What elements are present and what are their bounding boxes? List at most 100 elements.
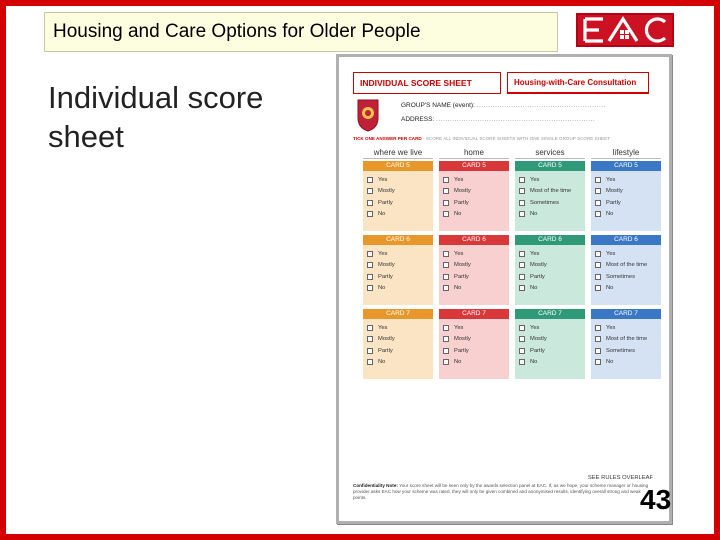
option-label: Mostly <box>530 262 547 269</box>
sheet-title: INDIVIDUAL SCORE SHEET <box>353 72 501 94</box>
card-options: Yes Mostly Partly No <box>439 171 509 231</box>
option-label: Yes <box>378 250 388 257</box>
checkbox-icon <box>519 250 525 257</box>
score-card: CARD 5 Yes Mostly Partly No <box>591 161 661 231</box>
option-label: Yes <box>454 176 464 183</box>
sheet-subtitle: Housing-with-Care Consultation <box>507 72 649 94</box>
card-option: Mostly <box>519 334 581 346</box>
option-label: Sometimes <box>606 347 635 354</box>
checkbox-icon <box>519 199 525 206</box>
card-option: Mostly <box>519 260 581 272</box>
option-label: Partly <box>378 273 393 280</box>
card-label: CARD 6 <box>515 235 585 245</box>
checkbox-icon <box>519 262 525 269</box>
checkbox-icon <box>443 211 449 218</box>
checkbox-icon <box>367 199 373 206</box>
checkbox-icon <box>595 347 601 354</box>
score-card: CARD 6 Yes Most of the time Sometimes No <box>591 235 661 305</box>
confidentiality-note: Confidentiality Note: Your score sheet w… <box>353 483 649 500</box>
option-label: Partly <box>454 199 469 206</box>
eac-logo-icon <box>583 16 667 43</box>
option-label: Mostly <box>378 336 395 343</box>
score-sheet-image: INDIVIDUAL SCORE SHEET Housing-with-Care… <box>336 54 672 524</box>
card-grid: CARD 5 Yes Mostly Partly No CARD 5 Yes Mostly Pa… <box>363 161 663 379</box>
option-label: No <box>378 211 386 218</box>
option-label: No <box>530 359 538 366</box>
card-options: Yes Most of the time Sometimes No <box>515 171 585 231</box>
card-label: CARD 7 <box>363 309 433 319</box>
option-label: Yes <box>606 250 616 257</box>
card-options: Yes Mostly Partly No <box>591 171 661 231</box>
checkbox-icon <box>519 188 525 195</box>
checkbox-icon <box>367 347 373 354</box>
checkbox-icon <box>519 211 525 218</box>
checkbox-icon <box>367 273 373 280</box>
card-label: CARD 7 <box>591 309 661 319</box>
card-option: No <box>595 283 657 295</box>
group-name-line: GROUP'S NAME (event): ..................… <box>401 102 606 109</box>
checkbox-icon <box>367 324 373 331</box>
checkbox-icon <box>595 285 601 292</box>
card-option: Yes <box>443 248 505 260</box>
card-option: No <box>443 209 505 221</box>
score-card: CARD 5 Yes Mostly Partly No <box>439 161 509 231</box>
checkbox-icon <box>367 250 373 257</box>
card-label: CARD 6 <box>363 235 433 245</box>
card-option: Yes <box>519 322 581 334</box>
checkbox-icon <box>595 336 601 343</box>
card-options: Yes Mostly Partly No <box>515 245 585 305</box>
slide-title: Individual score sheet <box>48 80 264 154</box>
option-label: No <box>454 285 462 292</box>
checkbox-icon <box>367 211 373 218</box>
checkbox-icon <box>519 273 525 280</box>
checkbox-icon <box>595 324 601 331</box>
card-option: Mostly <box>443 186 505 198</box>
card-option: Sometimes <box>595 345 657 357</box>
category-row: where we live home services lifestyle <box>363 148 663 159</box>
card-option: Mostly <box>367 186 429 198</box>
option-label: Mostly <box>606 188 623 195</box>
option-label: Mostly <box>378 188 395 195</box>
card-option: Yes <box>443 322 505 334</box>
checkbox-icon <box>443 273 449 280</box>
card-label: CARD 5 <box>591 161 661 171</box>
checkbox-icon <box>595 211 601 218</box>
option-label: Mostly <box>454 188 471 195</box>
option-label: Yes <box>530 324 540 331</box>
card-label: CARD 6 <box>439 235 509 245</box>
card-options: Yes Mostly Partly No <box>439 319 509 379</box>
card-option: No <box>443 283 505 295</box>
option-label: No <box>606 211 614 218</box>
card-options: Yes Most of the time Sometimes No <box>591 319 661 379</box>
card-options: Yes Most of the time Sometimes No <box>591 245 661 305</box>
option-label: Yes <box>454 250 464 257</box>
card-options: Yes Mostly Partly No <box>439 245 509 305</box>
score-card: CARD 7 Yes Mostly Partly No <box>363 309 433 379</box>
option-label: No <box>378 359 386 366</box>
card-option: No <box>519 209 581 221</box>
option-label: No <box>454 211 462 218</box>
category-label: home <box>439 148 509 159</box>
card-option: Mostly <box>443 260 505 272</box>
option-label: Yes <box>530 176 540 183</box>
card-option: Yes <box>595 248 657 260</box>
option-label: No <box>530 211 538 218</box>
option-label: Yes <box>454 324 464 331</box>
score-card: CARD 5 Yes Mostly Partly No <box>363 161 433 231</box>
card-option: Mostly <box>443 334 505 346</box>
option-label: Most of the time <box>530 188 572 195</box>
checkbox-icon <box>595 250 601 257</box>
card-option: Partly <box>519 271 581 283</box>
checkbox-icon <box>595 262 601 269</box>
option-label: Mostly <box>378 262 395 269</box>
card-option: Sometimes <box>595 271 657 283</box>
card-option: No <box>367 283 429 295</box>
checkbox-icon <box>519 176 525 183</box>
checkbox-icon <box>595 199 601 206</box>
score-card: CARD 6 Yes Mostly Partly No <box>515 235 585 305</box>
score-card: CARD 6 Yes Mostly Partly No <box>363 235 433 305</box>
option-label: No <box>606 359 614 366</box>
sheet-info: GROUP'S NAME (event): ..................… <box>345 98 663 142</box>
checkbox-icon <box>443 262 449 269</box>
header-title: Housing and Care Options for Older Peopl… <box>53 21 421 42</box>
